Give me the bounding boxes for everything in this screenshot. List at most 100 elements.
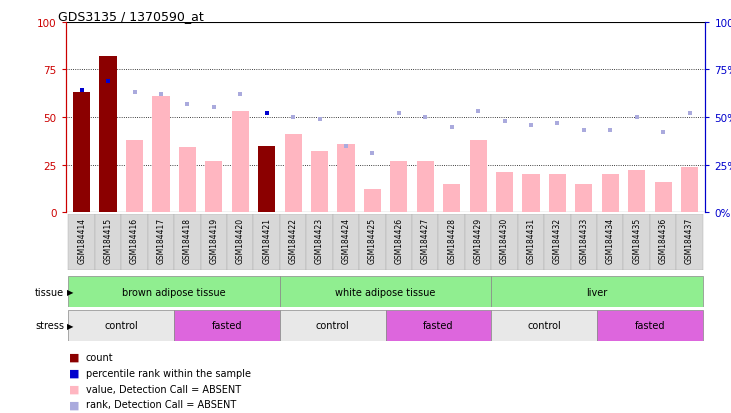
Bar [333,215,359,271]
Text: ■: ■ [69,368,80,378]
Bar [280,310,386,341]
Bar [148,215,174,271]
Bar [69,310,174,341]
Text: control: control [527,320,561,330]
Bar [386,215,412,271]
Text: ▶: ▶ [67,321,73,330]
Bar [99,57,117,213]
Bar [280,277,491,308]
Bar [121,215,148,271]
Text: GSM184431: GSM184431 [526,218,536,263]
Text: stress: stress [35,320,64,330]
Text: control: control [105,320,138,330]
Text: GSM184415: GSM184415 [104,218,113,263]
Bar [597,215,624,271]
Bar [386,310,491,341]
Bar [628,171,645,213]
Text: GSM184428: GSM184428 [447,218,456,263]
Bar [280,215,306,271]
Bar [676,215,702,271]
Bar [126,140,143,213]
Bar [174,215,200,271]
Bar [227,215,254,271]
Text: GDS3135 / 1370590_at: GDS3135 / 1370590_at [58,10,204,23]
Bar [491,215,518,271]
Text: fasted: fasted [212,320,242,330]
Bar [179,148,196,213]
Bar [443,184,461,213]
Text: ▶: ▶ [67,288,73,297]
Bar [650,215,676,271]
Bar [602,175,619,213]
Bar [69,277,280,308]
Text: ■: ■ [69,352,80,362]
Bar [469,140,487,213]
Bar [597,310,702,341]
Text: GSM184420: GSM184420 [235,218,245,263]
Text: count: count [86,352,113,362]
Text: GSM184437: GSM184437 [685,218,694,263]
Text: GSM184434: GSM184434 [606,218,615,263]
Text: GSM184424: GSM184424 [341,218,350,263]
Bar [549,175,566,213]
Bar [306,215,333,271]
Bar [174,310,280,341]
Text: tissue: tissue [35,287,64,297]
Text: GSM184429: GSM184429 [474,218,482,263]
Text: white adipose tissue: white adipose tissue [336,287,436,297]
Text: GSM184430: GSM184430 [500,218,509,263]
Bar [575,184,592,213]
Bar [523,175,539,213]
Bar [439,215,465,271]
Text: brown adipose tissue: brown adipose tissue [122,287,226,297]
Text: ■: ■ [69,399,80,409]
Bar [417,161,433,213]
Bar [69,215,95,271]
Text: GSM184423: GSM184423 [315,218,324,263]
Text: GSM184433: GSM184433 [580,218,588,263]
Text: GSM184427: GSM184427 [421,218,430,263]
Bar [681,167,698,213]
Bar [254,215,280,271]
Bar [654,182,672,213]
Bar [518,215,544,271]
Bar [232,112,249,213]
Text: GSM184417: GSM184417 [156,218,165,263]
Text: GSM184414: GSM184414 [77,218,86,263]
Bar [311,152,328,213]
Text: value, Detection Call = ABSENT: value, Detection Call = ABSENT [86,384,240,394]
Bar [95,215,121,271]
Bar [359,215,385,271]
Bar [364,190,381,213]
Text: GSM184432: GSM184432 [553,218,562,263]
Bar [258,146,276,213]
Text: rank, Detection Call = ABSENT: rank, Detection Call = ABSENT [86,399,236,409]
Text: GSM184418: GSM184418 [183,218,192,263]
Bar [624,215,650,271]
Text: GSM184426: GSM184426 [394,218,404,263]
Bar [284,135,302,213]
Bar [571,215,597,271]
Bar [544,215,571,271]
Text: GSM184435: GSM184435 [632,218,641,263]
Text: GSM184416: GSM184416 [130,218,139,263]
Bar [491,277,702,308]
Bar [200,215,227,271]
Text: GSM184425: GSM184425 [368,218,377,263]
Text: fasted: fasted [423,320,454,330]
Bar [205,161,222,213]
Text: percentile rank within the sample: percentile rank within the sample [86,368,251,378]
Bar [390,161,407,213]
Text: GSM184421: GSM184421 [262,218,271,263]
Text: GSM184419: GSM184419 [209,218,219,263]
Text: liver: liver [586,287,607,297]
Text: ■: ■ [69,384,80,394]
Text: GSM184422: GSM184422 [289,218,298,263]
Bar [73,93,90,213]
Text: GSM184436: GSM184436 [659,218,667,263]
Bar [412,215,439,271]
Bar [152,97,170,213]
Text: control: control [316,320,349,330]
Bar [465,215,491,271]
Bar [496,173,513,213]
